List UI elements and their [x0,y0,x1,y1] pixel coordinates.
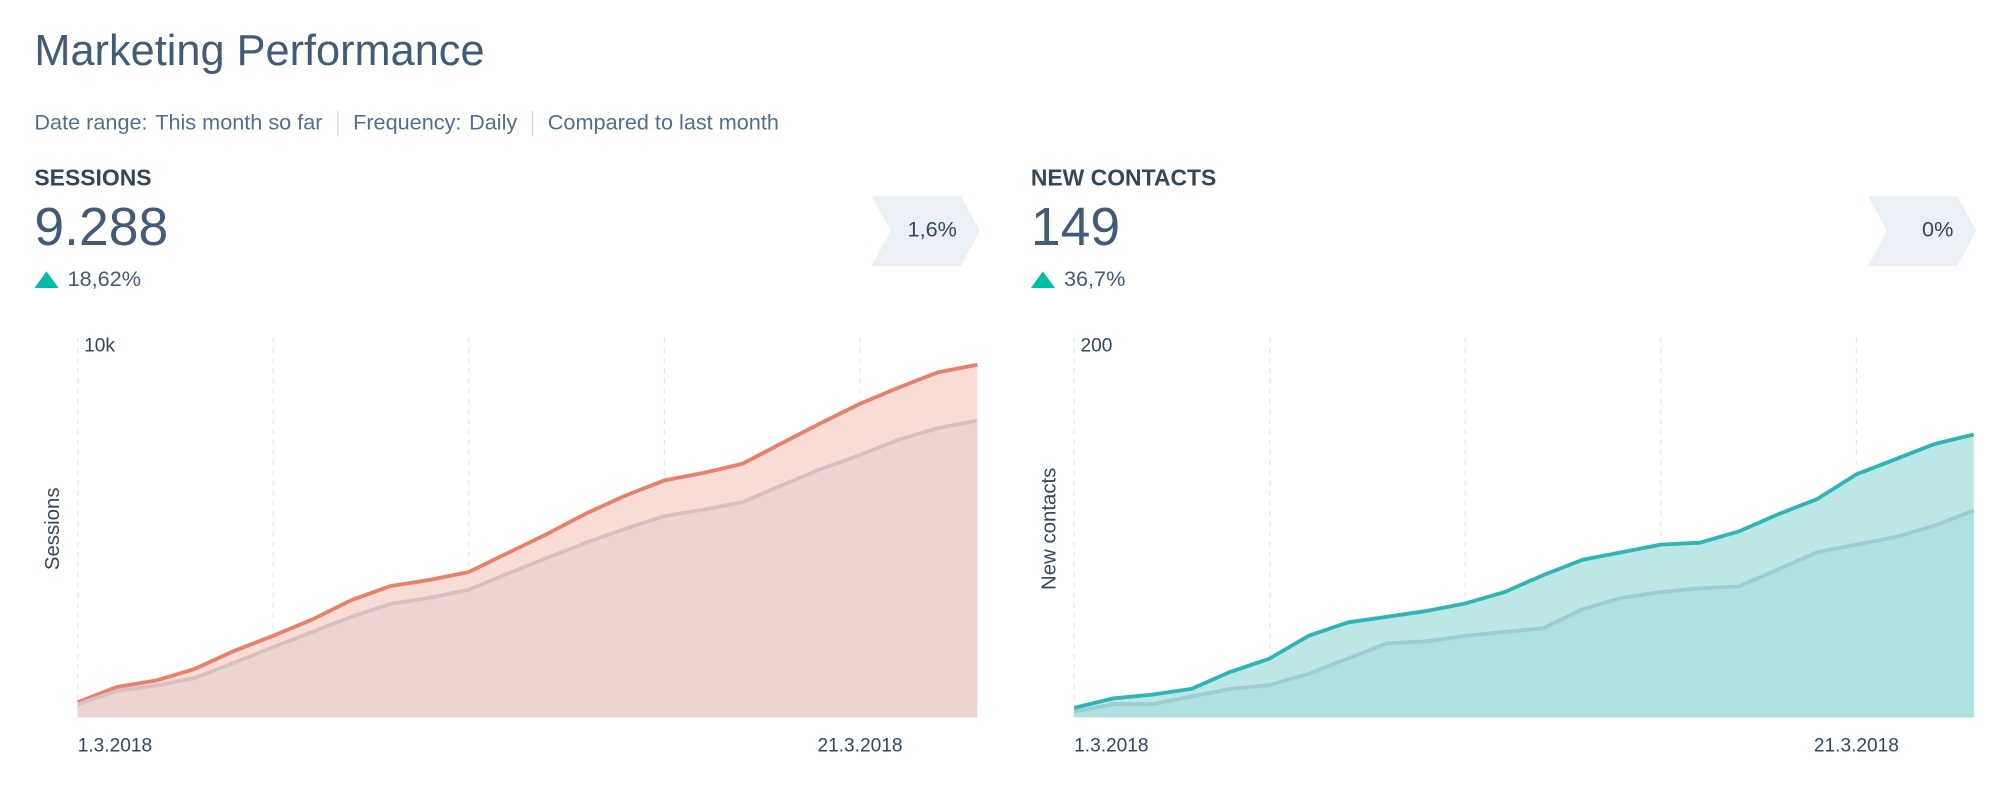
area-line [1073,508,1975,714]
filter-value: This month so far [155,109,322,134]
metric-title: NEW CONTACTS [1031,165,1216,191]
filter-label: Frequency: [353,109,461,134]
metric-change: 36,7% [1064,266,1125,291]
area-line [1073,432,1975,710]
x-tick-label: 21.3.2018 [817,736,902,757]
y-tick-label: 200 [1081,336,1113,357]
y-axis-label: Sessions [42,487,64,570]
metric-change: 18,62% [68,266,141,291]
x-tick-label: 1.3.2018 [78,736,152,757]
area-line [77,418,978,707]
badge-label: 0% [1922,216,1953,241]
page-title: Marketing Performance [34,27,484,75]
filter-value: Daily [469,109,517,134]
y-axis-label: New contacts [1038,468,1060,590]
area-line [77,362,978,704]
change-arrow [34,271,59,288]
badge-label: 1,6% [908,216,957,241]
metric-title: SESSIONS [34,165,151,191]
metric-total: 149 [1031,198,1120,257]
x-tick-label: 21.3.2018 [1814,736,1899,757]
x-tick-label: 1.3.2018 [1074,736,1148,757]
filter-label: Date range: [34,109,147,134]
metric-total: 9.288 [34,198,168,257]
area-fill [77,420,978,718]
badge [1867,196,1977,267]
y-tick-label: 10k [84,336,115,357]
area-fill [1074,510,1974,718]
filter-label: Compared to last month [548,109,779,134]
badge [871,196,980,267]
change-arrow [1030,271,1056,288]
